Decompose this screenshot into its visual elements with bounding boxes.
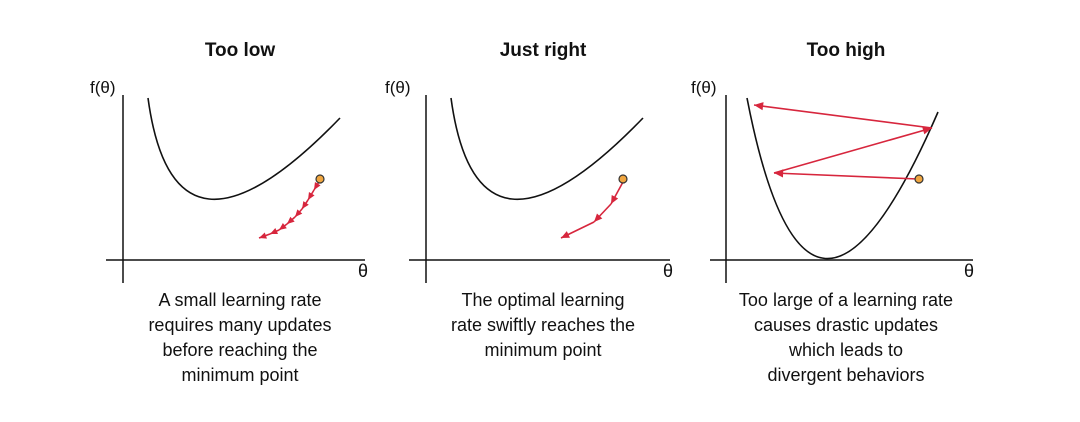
y-axis-label: f(θ) — [385, 78, 411, 97]
caption-line: rate swiftly reaches the — [450, 315, 636, 335]
caption-line: before reaching the — [162, 340, 318, 360]
caption-line: requires many updates — [148, 315, 332, 335]
update-arrow — [773, 127, 933, 174]
caption-line: A small learning rate — [158, 290, 322, 310]
caption-line: minimum point — [181, 365, 299, 385]
caption-line: divergent behaviors — [767, 365, 925, 385]
loss-curve — [746, 97, 939, 260]
start-point — [618, 174, 628, 184]
start-point — [914, 174, 924, 184]
update-arrows — [560, 181, 624, 239]
x-axis-label: θ — [358, 261, 369, 281]
loss-curve — [147, 97, 341, 201]
caption: Too large of a learning rate causes dras… — [696, 288, 996, 388]
arrow-head — [279, 223, 287, 230]
y-axis-label: f(θ) — [90, 78, 116, 97]
panel-too-low: Too low f(θ) θ A small learning rate req… — [90, 0, 390, 422]
update-arrows — [258, 179, 321, 239]
plot-just-right — [409, 95, 670, 283]
caption-line: causes drastic updates — [753, 315, 939, 335]
arrow-head — [302, 201, 309, 209]
arrow-head — [561, 231, 570, 238]
arrow-head — [754, 102, 764, 111]
x-axis-label: θ — [964, 261, 975, 281]
caption: A small learning rate requires many upda… — [90, 288, 390, 388]
arrow-head — [295, 209, 303, 217]
arrow-head — [287, 216, 295, 224]
arrow-head — [922, 126, 932, 135]
start-point — [315, 174, 325, 184]
update-arrow — [773, 172, 919, 180]
arrow-head — [611, 195, 619, 204]
plot-too-high — [710, 95, 973, 283]
update-arrows — [753, 102, 933, 180]
loss-curve — [450, 97, 644, 201]
y-axis-label: f(θ) — [691, 78, 717, 97]
caption-line: which leads to — [788, 340, 904, 360]
arrow-head — [270, 228, 278, 235]
plot-too-low — [106, 95, 365, 283]
x-axis-label: θ — [663, 261, 674, 281]
caption-line: minimum point — [484, 340, 602, 360]
panel-title: Too low — [204, 40, 276, 61]
panel-just-right: Just right f(θ) θ The optimal learning r… — [385, 0, 693, 422]
panel-title: Just right — [499, 40, 587, 61]
caption-line: Too large of a learning rate — [738, 290, 954, 310]
arrow-head — [259, 232, 267, 239]
arrow-head — [308, 192, 315, 200]
arrow-head — [314, 182, 321, 190]
update-arrow — [753, 104, 933, 129]
caption-line: The optimal learning — [461, 290, 625, 310]
arrow-head — [594, 213, 603, 222]
panel-too-high: Too high f(θ) θ Too large of a learning … — [691, 0, 996, 422]
caption: The optimal learning rate swiftly reache… — [393, 288, 693, 363]
panel-title: Too high — [806, 40, 886, 61]
